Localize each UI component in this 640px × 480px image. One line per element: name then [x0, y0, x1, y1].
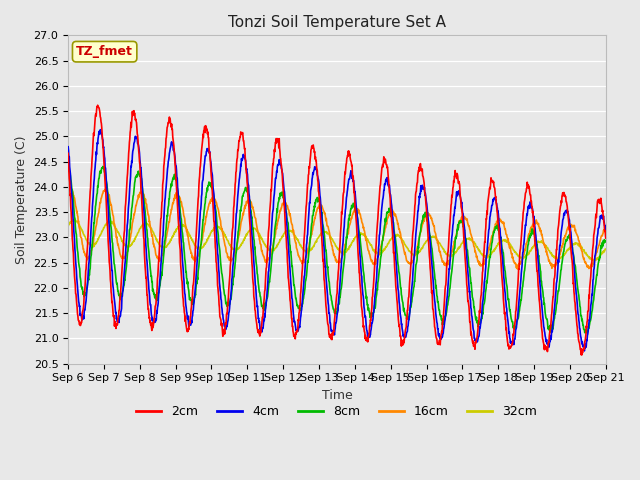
- 2cm: [64, 150, 72, 156]
- 32cm: [70, 216, 78, 222]
- 32cm: [64, 223, 72, 228]
- 16cm: [64, 185, 72, 191]
- 8cm: [64, 158, 72, 164]
- 8cm: [583, 330, 591, 336]
- 8cm: [490, 228, 498, 233]
- 4cm: [97, 127, 104, 132]
- 2cm: [420, 188, 428, 193]
- 16cm: [65, 183, 73, 189]
- 2cm: [491, 185, 499, 191]
- 4cm: [602, 229, 609, 235]
- 4cm: [491, 195, 499, 201]
- 16cm: [514, 266, 522, 272]
- 2cm: [184, 328, 192, 334]
- Text: TZ_fmet: TZ_fmet: [76, 45, 133, 58]
- 16cm: [171, 192, 179, 198]
- 2cm: [244, 197, 252, 203]
- 32cm: [602, 246, 609, 252]
- 8cm: [538, 283, 546, 288]
- 32cm: [244, 229, 252, 235]
- 32cm: [592, 258, 600, 264]
- 8cm: [420, 213, 428, 218]
- 8cm: [171, 171, 179, 177]
- 32cm: [171, 229, 179, 235]
- 16cm: [602, 226, 609, 231]
- Line: 4cm: 4cm: [68, 130, 605, 351]
- 16cm: [244, 197, 252, 203]
- 4cm: [538, 307, 546, 313]
- Line: 16cm: 16cm: [68, 186, 605, 269]
- 2cm: [94, 102, 102, 108]
- 2cm: [578, 352, 586, 358]
- 4cm: [580, 348, 588, 354]
- 16cm: [420, 216, 428, 222]
- 4cm: [171, 154, 179, 160]
- 4cm: [244, 182, 252, 188]
- 2cm: [171, 160, 179, 166]
- 16cm: [184, 233, 192, 239]
- Line: 8cm: 8cm: [68, 161, 605, 333]
- 32cm: [538, 240, 546, 245]
- Line: 2cm: 2cm: [68, 105, 605, 355]
- Legend: 2cm, 4cm, 8cm, 16cm, 32cm: 2cm, 4cm, 8cm, 16cm, 32cm: [131, 400, 542, 423]
- 32cm: [491, 247, 499, 252]
- Y-axis label: Soil Temperature (C): Soil Temperature (C): [15, 135, 28, 264]
- 8cm: [184, 279, 191, 285]
- 8cm: [602, 239, 609, 244]
- X-axis label: Time: Time: [321, 389, 352, 402]
- Line: 32cm: 32cm: [68, 219, 605, 261]
- 8cm: [244, 188, 252, 194]
- 4cm: [64, 144, 72, 150]
- 16cm: [491, 224, 499, 230]
- 2cm: [538, 330, 546, 336]
- 2cm: [602, 235, 609, 241]
- 4cm: [184, 313, 192, 319]
- 32cm: [420, 241, 428, 247]
- 16cm: [539, 235, 547, 241]
- 4cm: [420, 184, 428, 190]
- Title: Tonzi Soil Temperature Set A: Tonzi Soil Temperature Set A: [228, 15, 446, 30]
- 32cm: [184, 229, 192, 235]
